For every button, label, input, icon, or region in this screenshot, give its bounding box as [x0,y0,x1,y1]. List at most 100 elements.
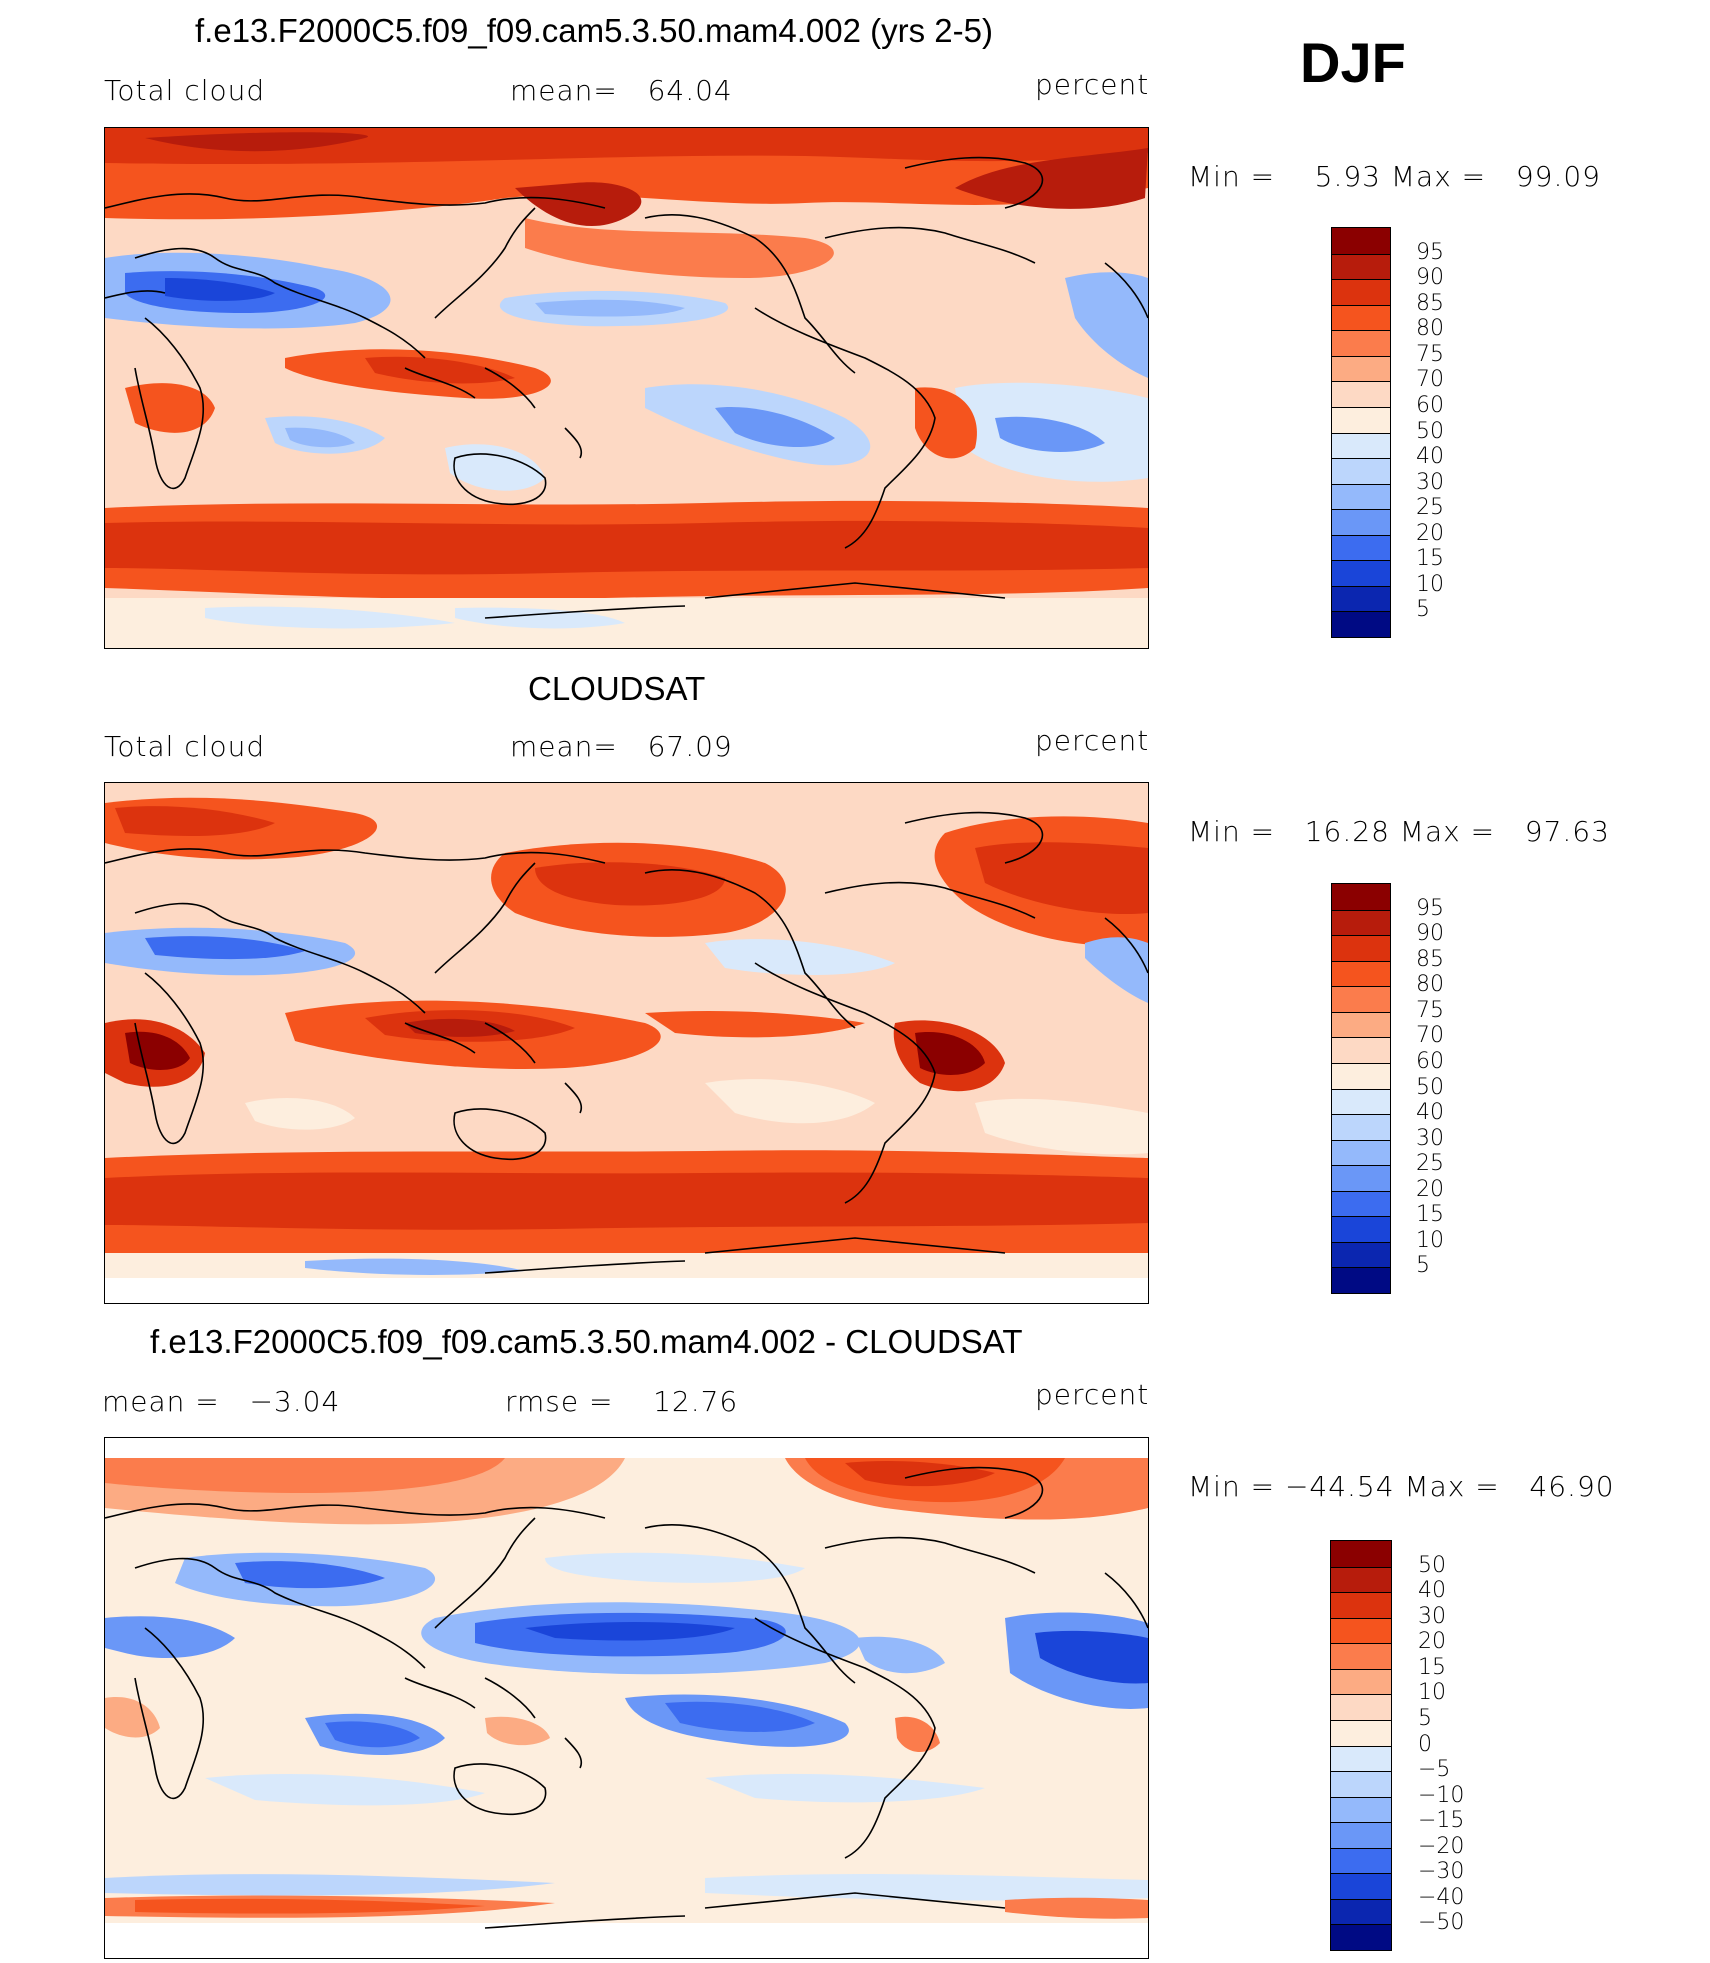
colorbar-tick-label: −20 [1418,1833,1465,1859]
variable-label: Total cloud [104,730,266,763]
minmax-label: Min = −44.54 Max = 46.90 [1188,1470,1615,1503]
colorbar-tick-label: 70 [1416,367,1444,393]
colorbar-tick-label: 20 [1416,1176,1444,1202]
colorbar-segment [1332,406,1390,433]
colorbar-segment [1331,1719,1391,1746]
colorbar-segment [1332,585,1390,612]
colorbar-diff [1330,1540,1392,1951]
map-model [104,127,1149,649]
colorbar-segment [1332,1216,1390,1242]
mean-label: mean= 67.09 [510,730,733,763]
colorbar-segment [1332,432,1390,459]
colorbar-segment [1332,935,1390,961]
colorbar-segment [1332,1011,1390,1038]
colorbar-tick-label: 10 [1416,1227,1444,1253]
colorbar-tick-label: 15 [1416,546,1444,572]
colorbar-segment [1331,1643,1391,1669]
units-label: percent [1035,1378,1150,1411]
colorbar-segment [1332,1139,1390,1166]
colorbar-segment [1332,483,1390,510]
colorbar-tick-label: 5 [1416,1253,1430,1279]
colorbar-tick-label: 15 [1416,1202,1444,1228]
map-diff [104,1437,1149,1959]
colorbar-tick-label: 50 [1416,1074,1444,1100]
minmax-label: Min = 16.28 Max = 97.63 [1188,815,1610,848]
colorbar-segment [1331,1566,1391,1593]
colorbar-segment [1331,1617,1391,1644]
colorbar-segment [1331,1771,1391,1797]
colorbar-segment [1331,1898,1391,1925]
colorbar-tick-label: −5 [1418,1757,1451,1783]
colorbar-segment [1331,1924,1391,1950]
colorbar-tick-label: 60 [1416,1048,1444,1074]
colorbar-segment [1332,304,1390,331]
colorbar-segment [1331,1822,1391,1848]
colorbar-segment [1331,1847,1391,1874]
mean-label: mean= 64.04 [510,74,733,107]
colorbar-segment [1332,381,1390,407]
colorbar-segment [1331,1668,1391,1695]
colorbar-segment [1331,1592,1391,1618]
colorbar-segment [1332,1062,1390,1089]
colorbar-tick-label: 95 [1416,895,1444,921]
colorbar-segment [1332,1165,1390,1191]
colorbar-segment [1331,1873,1391,1899]
colorbar-tick-label: 90 [1416,921,1444,947]
colorbar-segment [1332,1190,1390,1217]
colorbar-tick-label: 95 [1416,239,1444,265]
colorbar-tick-label: 50 [1416,418,1444,444]
rmse-label: rmse = 12.76 [505,1385,739,1418]
panel-title: CLOUDSAT [528,670,706,707]
colorbar-segment [1332,534,1390,561]
colorbar-tick-label: 80 [1416,316,1444,342]
colorbar-segment [1332,960,1390,987]
colorbar-tick-label: 90 [1416,265,1444,291]
colorbar-segment [1332,228,1390,254]
colorbar-segment [1331,1745,1391,1772]
season-label: DJF [1300,31,1406,94]
colorbar-tick-label: 40 [1416,444,1444,470]
units-label: percent [1035,724,1150,757]
colorbar-segment [1332,1088,1390,1115]
colorbar-tick-label: −50 [1418,1910,1465,1936]
colorbar-obs [1331,883,1391,1294]
colorbar-segment [1332,1241,1390,1268]
colorbar-tick-label: 10 [1418,1680,1446,1706]
colorbar-tick-label: 30 [1418,1603,1446,1629]
colorbar-tick-label: −30 [1418,1859,1465,1885]
mean-label: mean = −3.04 [102,1385,341,1418]
colorbar-segment [1332,279,1390,305]
colorbar-tick-label: 75 [1416,341,1444,367]
colorbar-segment [1332,1267,1390,1293]
colorbar-segment [1332,560,1390,586]
colorbar-segment [1332,509,1390,535]
colorbar-tick-label: 10 [1416,571,1444,597]
colorbar-tick-label: 30 [1416,1125,1444,1151]
panel-title: f.e13.F2000C5.f09_f09.cam5.3.50.mam4.002… [195,12,993,49]
colorbar-tick-label: 25 [1416,1151,1444,1177]
colorbar-tick-label: 60 [1416,392,1444,418]
colorbar-tick-label: 40 [1416,1100,1444,1126]
colorbar-tick-label: 50 [1418,1552,1446,1578]
minmax-label: Min = 5.93 Max = 99.09 [1188,160,1601,193]
colorbar-segment [1332,355,1390,382]
colorbar-tick-label: 85 [1416,946,1444,972]
panel-title: f.e13.F2000C5.f09_f09.cam5.3.50.mam4.002… [150,1323,1023,1360]
colorbar-segment [1332,330,1390,356]
colorbar-tick-label: 75 [1416,997,1444,1023]
colorbar-tick-label: 20 [1418,1629,1446,1655]
colorbar-segment [1332,1114,1390,1140]
colorbar-tick-label: 30 [1416,469,1444,495]
variable-label: Total cloud [104,74,266,107]
colorbar-tick-label: 80 [1416,972,1444,998]
colorbar-tick-label: −40 [1418,1884,1465,1910]
colorbar-segment [1332,1037,1390,1063]
colorbar-segment [1331,1694,1391,1720]
colorbar-segment [1332,253,1390,280]
colorbar-segment [1332,884,1390,910]
colorbar-tick-label: 25 [1416,495,1444,521]
colorbar-model [1331,227,1391,638]
map-obs [104,782,1149,1304]
colorbar-tick-label: 20 [1416,520,1444,546]
colorbar-tick-label: 70 [1416,1023,1444,1049]
